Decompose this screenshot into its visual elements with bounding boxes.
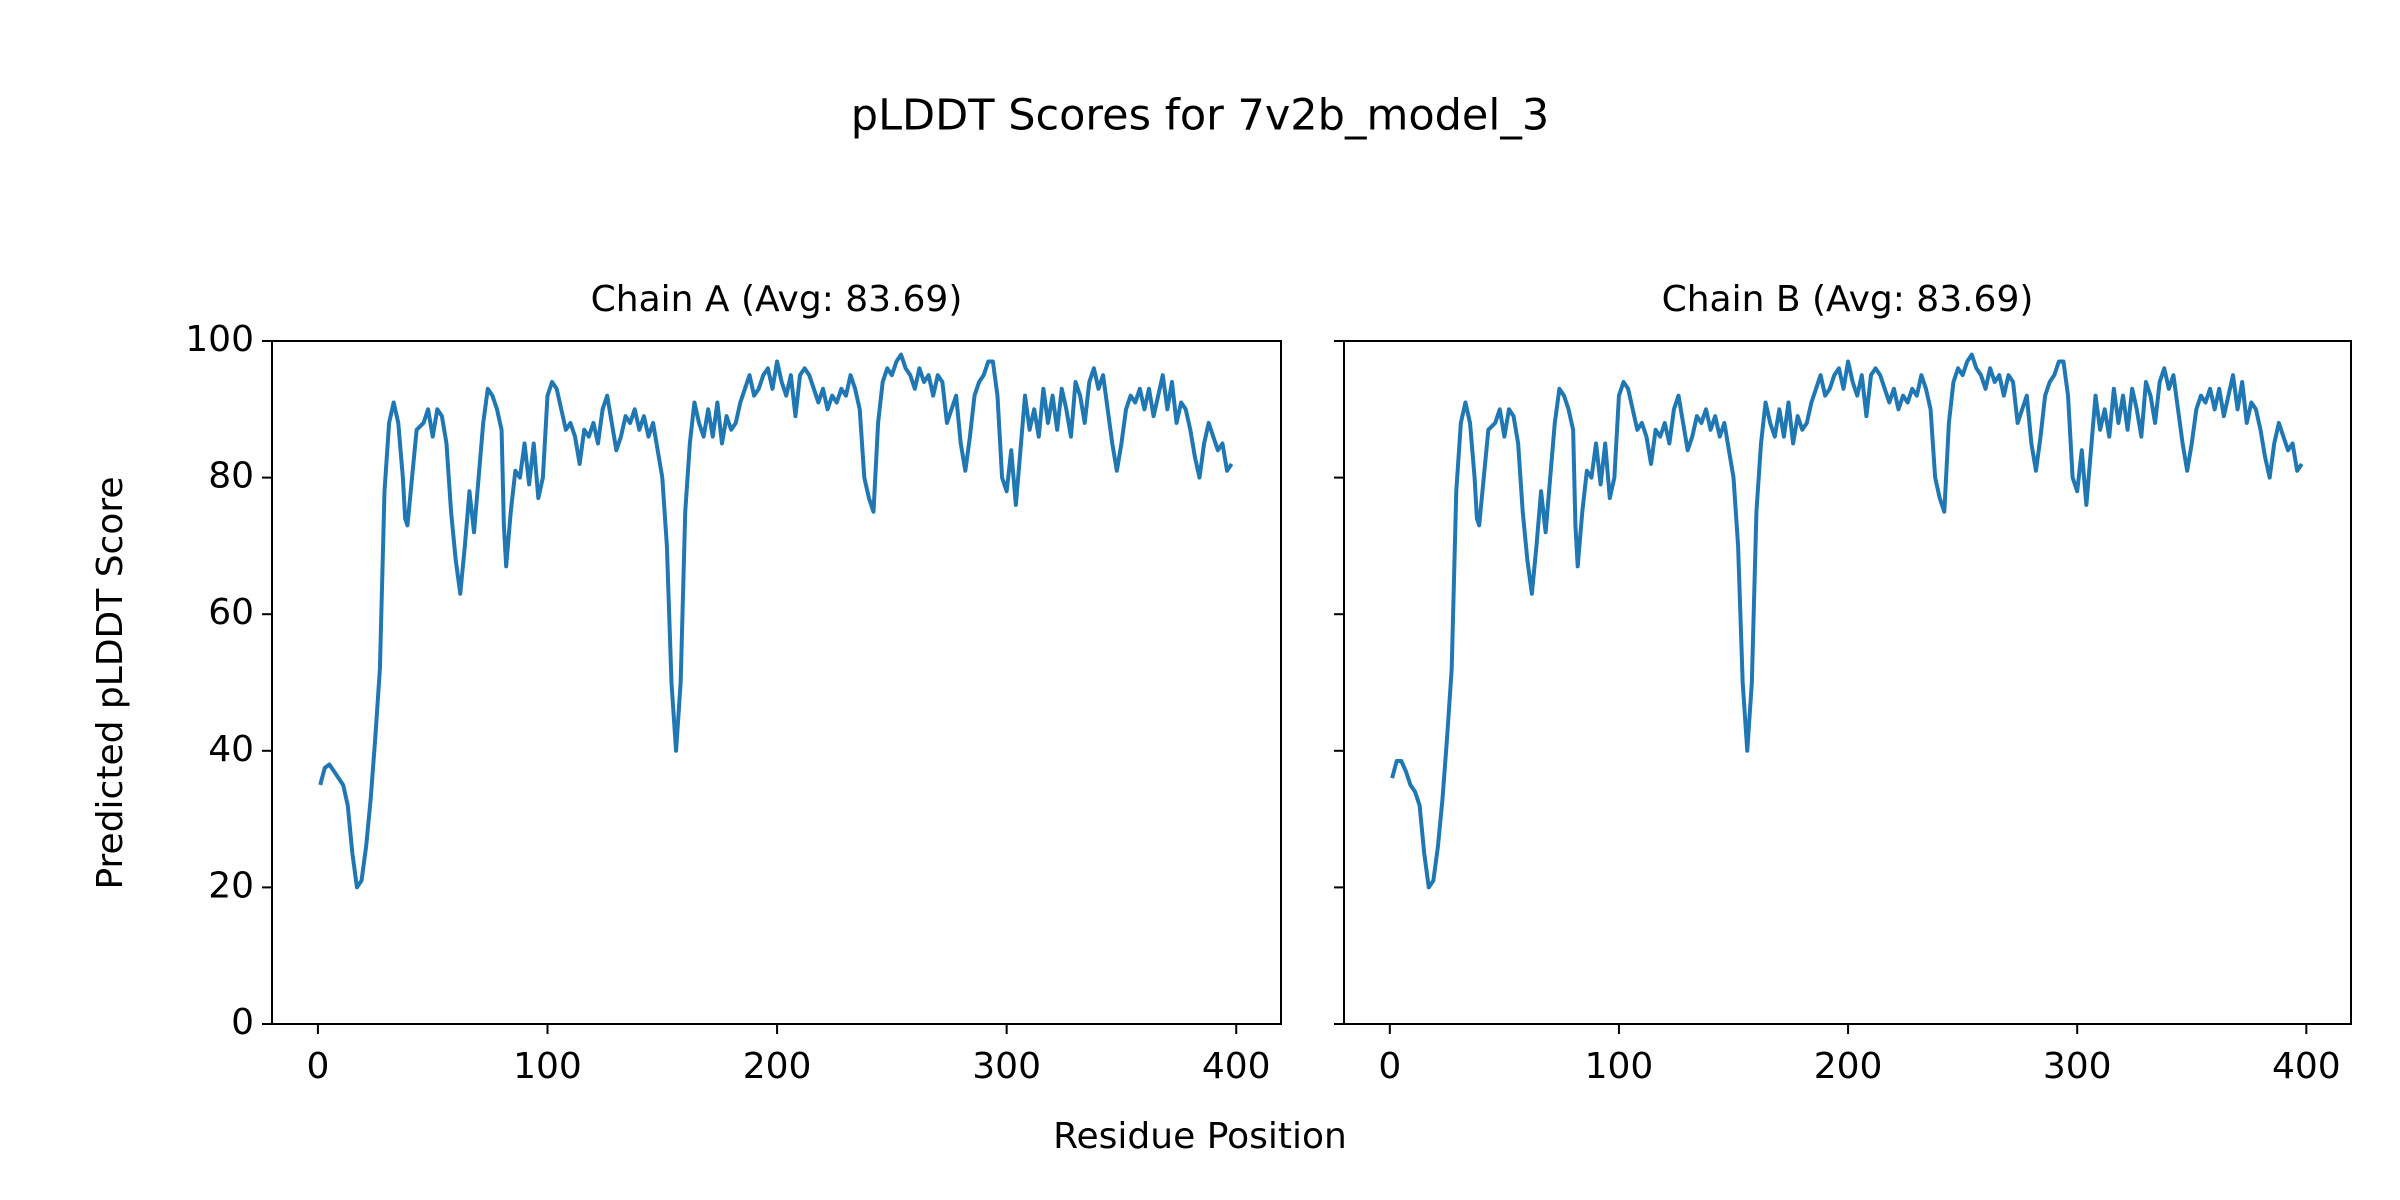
- y-tick-label: 40: [208, 729, 254, 770]
- y-tick-label: 0: [231, 1002, 254, 1043]
- y-tick-label: 100: [185, 319, 254, 360]
- x-tick-label: 0: [306, 1046, 329, 1087]
- x-tick-label: 200: [743, 1046, 812, 1087]
- x-tick-label: 200: [1814, 1046, 1883, 1087]
- subplot-title: Chain B (Avg: 83.69): [1662, 279, 2034, 320]
- data-line: [318, 352, 1234, 890]
- x-axis-label: Residue Position: [1053, 1116, 1347, 1157]
- axes-frame: [1343, 340, 2352, 1025]
- x-tick-label: 0: [1378, 1046, 1401, 1087]
- x-tick-label: 400: [1202, 1046, 1271, 1087]
- y-tick-label: 20: [208, 865, 254, 906]
- y-tick-label: 80: [208, 456, 254, 497]
- x-tick-label: 300: [2043, 1046, 2112, 1087]
- subplot-title: Chain A (Avg: 83.69): [591, 279, 963, 320]
- axes-frame: [271, 340, 1282, 1025]
- figure-title: pLDDT Scores for 7v2b_model_3: [851, 91, 1549, 141]
- x-tick-label: 100: [513, 1046, 582, 1087]
- x-tick-label: 100: [1585, 1046, 1654, 1087]
- y-tick-label: 60: [208, 592, 254, 633]
- data-line: [1390, 352, 2304, 890]
- x-tick-label: 300: [972, 1046, 1041, 1087]
- x-tick-label: 400: [2272, 1046, 2341, 1087]
- y-axis-label: Predicted pLDDT Score: [90, 476, 131, 889]
